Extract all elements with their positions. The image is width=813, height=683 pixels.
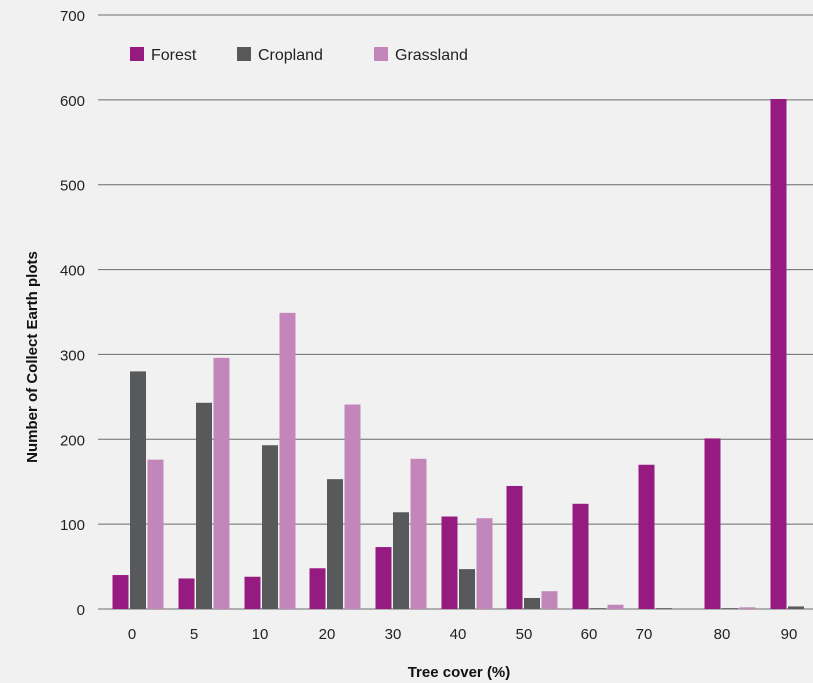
bar-cropland-30	[393, 512, 409, 609]
y-tick-label: 700	[60, 8, 85, 25]
bar-grassland-30	[410, 458, 427, 609]
x-tick-label: 40	[450, 626, 467, 643]
bar-grassland-10	[279, 312, 296, 609]
bar-cropland-0	[130, 371, 146, 609]
bar-cropland-10	[262, 445, 278, 609]
legend-label-forest: Forest	[151, 47, 197, 64]
bar-forest-30	[375, 547, 392, 609]
x-tick-label: 80	[714, 626, 731, 643]
bar-forest-50	[506, 485, 523, 609]
y-tick-label: 200	[60, 432, 85, 449]
bar-forest-90	[770, 99, 787, 609]
bar-forest-80	[704, 438, 721, 609]
y-axis-ticks: 0 100 200 300 400 500 600 700	[60, 8, 85, 619]
bar-forest-0	[112, 575, 129, 609]
bar-forest-70	[638, 464, 655, 609]
bar-cropland-40	[459, 569, 475, 609]
legend-label-grassland: Grassland	[395, 47, 468, 64]
x-tick-label: 30	[385, 626, 402, 643]
bar-forest-10	[244, 576, 261, 609]
bars	[112, 99, 804, 609]
x-axis-title: Tree cover (%)	[408, 664, 511, 681]
bar-cropland-50	[524, 597, 540, 609]
x-tick-label: 0	[128, 626, 136, 643]
y-tick-label: 100	[60, 517, 85, 534]
x-axis-ticks: 0 5 10 20 30 40 50 60 70 80 90	[128, 626, 798, 643]
bar-cropland-60	[590, 608, 606, 609]
bar-forest-60	[572, 503, 589, 609]
y-tick-label: 600	[60, 93, 85, 110]
bar-cropland-5	[196, 402, 212, 609]
y-axis-title: Number of Collect Earth plots	[24, 251, 41, 463]
x-tick-label: 50	[516, 626, 533, 643]
x-tick-label: 90	[781, 626, 798, 643]
legend: Forest Cropland Grassland	[130, 47, 468, 64]
x-tick-label: 5	[190, 626, 198, 643]
legend-label-cropland: Cropland	[258, 47, 323, 64]
bar-cropland-20	[327, 479, 343, 609]
legend-swatch-grassland	[374, 47, 388, 61]
y-tick-label: 0	[77, 602, 85, 619]
bar-grassland-50	[541, 591, 558, 609]
legend-swatch-forest	[130, 47, 144, 61]
bar-grassland-0	[147, 459, 164, 609]
bar-grassland-80	[739, 607, 756, 609]
bar-grassland-40	[476, 518, 493, 609]
bar-forest-20	[309, 568, 326, 609]
x-tick-label: 70	[636, 626, 653, 643]
bar-forest-5	[178, 578, 195, 609]
y-tick-label: 500	[60, 178, 85, 195]
bar-grassland-20	[344, 404, 361, 609]
bar-grassland-60	[607, 604, 624, 609]
legend-swatch-cropland	[237, 47, 251, 61]
bar-cropland-80	[722, 608, 738, 609]
bar-grassland-5	[213, 357, 230, 609]
bar-forest-40	[441, 516, 458, 609]
x-tick-label: 60	[581, 626, 598, 643]
x-tick-label: 10	[252, 626, 269, 643]
y-tick-label: 300	[60, 347, 85, 364]
bar-cropland-70	[656, 608, 672, 609]
bar-cropland-90	[788, 606, 804, 609]
x-tick-label: 20	[319, 626, 336, 643]
y-tick-label: 400	[60, 263, 85, 280]
